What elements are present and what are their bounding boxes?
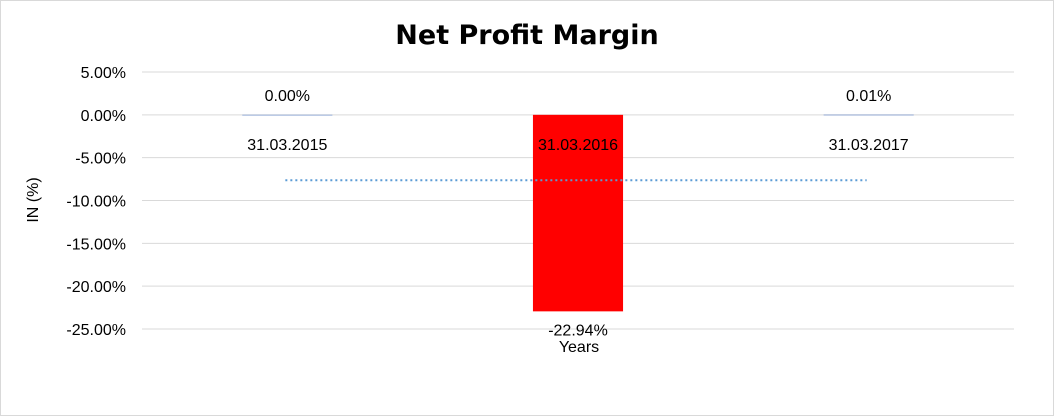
data-label: 0.01% [846, 88, 891, 105]
x-category-label: 31.03.2017 [829, 137, 909, 154]
x-axis-title: Years [559, 339, 599, 356]
chart-title: Net Profit Margin [395, 20, 659, 51]
bar [242, 114, 333, 116]
y-tick-label: -25.00% [66, 322, 126, 339]
y-tick-label: -15.00% [66, 236, 126, 253]
y-tick-label: -10.00% [66, 194, 126, 211]
y-tick-label: 0.00% [81, 108, 126, 125]
y-axis-title: IN (%) [25, 177, 42, 222]
x-category-label: 31.03.2015 [247, 137, 327, 154]
x-category-label: 31.03.2016 [538, 137, 618, 154]
y-tick-label: -20.00% [66, 279, 126, 296]
y-tick-label: 5.00% [81, 65, 126, 82]
bar [532, 114, 624, 312]
y-tick-label: -5.00% [75, 151, 126, 168]
data-label: 0.00% [265, 88, 310, 105]
bar [823, 114, 914, 116]
data-label: -22.94% [548, 322, 608, 339]
